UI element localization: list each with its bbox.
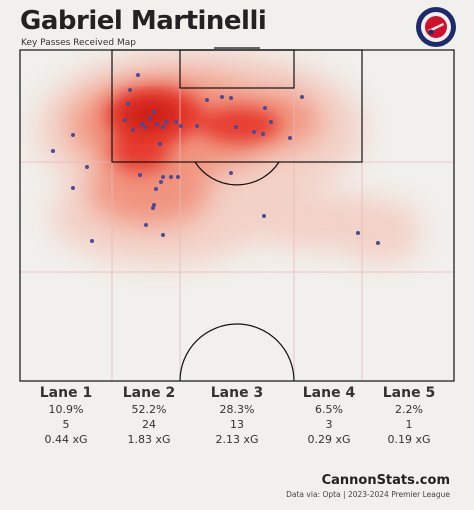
key-pass-point xyxy=(195,124,199,128)
lane-name: Lane 2 xyxy=(122,385,176,401)
page-title: Gabriel Martinelli xyxy=(20,6,267,36)
key-pass-point xyxy=(269,120,273,124)
key-pass-point xyxy=(174,120,178,124)
key-pass-point xyxy=(229,96,233,100)
key-pass-point xyxy=(161,233,165,237)
lane-xg: 0.44 xG xyxy=(44,433,88,446)
page-subtitle: Key Passes Received Map xyxy=(21,38,136,48)
lane-4-stats: Lane 4 6.5% 3 0.29 xG xyxy=(284,384,374,447)
cannonstats-logo xyxy=(416,7,456,47)
lane-1-stats: Lane 1 10.9% 5 0.44 xG xyxy=(21,384,111,447)
key-pass-point xyxy=(154,187,158,191)
lane-name: Lane 3 xyxy=(210,385,264,401)
site-credit: CannonStats.com xyxy=(321,473,450,488)
key-pass-point xyxy=(140,122,144,126)
key-pass-point xyxy=(229,171,233,175)
key-pass-point xyxy=(138,173,142,177)
key-pass-point xyxy=(356,231,360,235)
lane-3-stats: Lane 3 28.3% 13 2.13 xG xyxy=(192,384,282,447)
lane-2-stats: Lane 2 52.2% 24 1.83 xG xyxy=(104,384,194,447)
lane-xg: 0.19 xG xyxy=(387,433,431,446)
lane-name: Lane 4 xyxy=(302,385,356,401)
key-pass-point xyxy=(131,128,135,132)
key-pass-point xyxy=(144,223,148,227)
lane-count: 1 xyxy=(405,418,413,431)
key-pass-point xyxy=(152,110,156,114)
lane-name: Lane 5 xyxy=(382,385,436,401)
key-pass-point xyxy=(51,149,55,153)
lane-xg: 0.29 xG xyxy=(307,433,351,446)
key-pass-point xyxy=(234,125,238,129)
key-pass-point xyxy=(300,95,304,99)
lane-name: Lane 1 xyxy=(39,385,93,401)
lane-count: 3 xyxy=(325,418,333,431)
heatmap-density xyxy=(35,50,420,265)
key-pass-point xyxy=(158,142,162,146)
key-pass-point xyxy=(205,98,209,102)
key-pass-point xyxy=(179,124,183,128)
lane-percent: 10.9% xyxy=(48,403,84,416)
key-pass-point xyxy=(220,95,224,99)
key-pass-point xyxy=(176,175,180,179)
key-pass-point xyxy=(123,118,127,122)
key-pass-dots xyxy=(51,73,380,245)
pitch-lines xyxy=(19,47,455,382)
lane-count: 24 xyxy=(142,418,156,431)
key-pass-point xyxy=(169,175,173,179)
key-pass-point xyxy=(148,116,152,120)
key-pass-point xyxy=(263,106,267,110)
lane-xg: 2.13 xG xyxy=(215,433,259,446)
key-pass-point xyxy=(161,175,165,179)
lane-percent: 2.2% xyxy=(395,403,423,416)
key-pass-point xyxy=(159,180,163,184)
key-pass-point xyxy=(161,125,165,129)
key-pass-point xyxy=(151,206,155,210)
lane-percent: 6.5% xyxy=(315,403,343,416)
key-pass-point xyxy=(288,136,292,140)
key-pass-point xyxy=(155,122,159,126)
key-pass-point xyxy=(252,130,256,134)
lane-count: 13 xyxy=(230,418,244,431)
key-pass-point xyxy=(261,132,265,136)
key-pass-point xyxy=(143,125,147,129)
key-pass-point xyxy=(71,133,75,137)
key-pass-point xyxy=(164,120,168,124)
lane-percent: 28.3% xyxy=(219,403,255,416)
data-source: Data via: Opta | 2023-2024 Premier Leagu… xyxy=(286,490,450,499)
lane-xg: 1.83 xG xyxy=(127,433,171,446)
key-pass-point xyxy=(262,214,266,218)
key-pass-point xyxy=(136,73,140,77)
lane-5-stats: Lane 5 2.2% 1 0.19 xG xyxy=(364,384,454,447)
key-pass-point xyxy=(128,88,132,92)
key-pass-point xyxy=(376,241,380,245)
lane-count: 5 xyxy=(62,418,70,431)
lane-percent: 52.2% xyxy=(131,403,167,416)
key-pass-point xyxy=(90,239,94,243)
key-pass-point xyxy=(71,186,75,190)
key-pass-point xyxy=(126,102,130,106)
key-pass-point xyxy=(85,165,89,169)
